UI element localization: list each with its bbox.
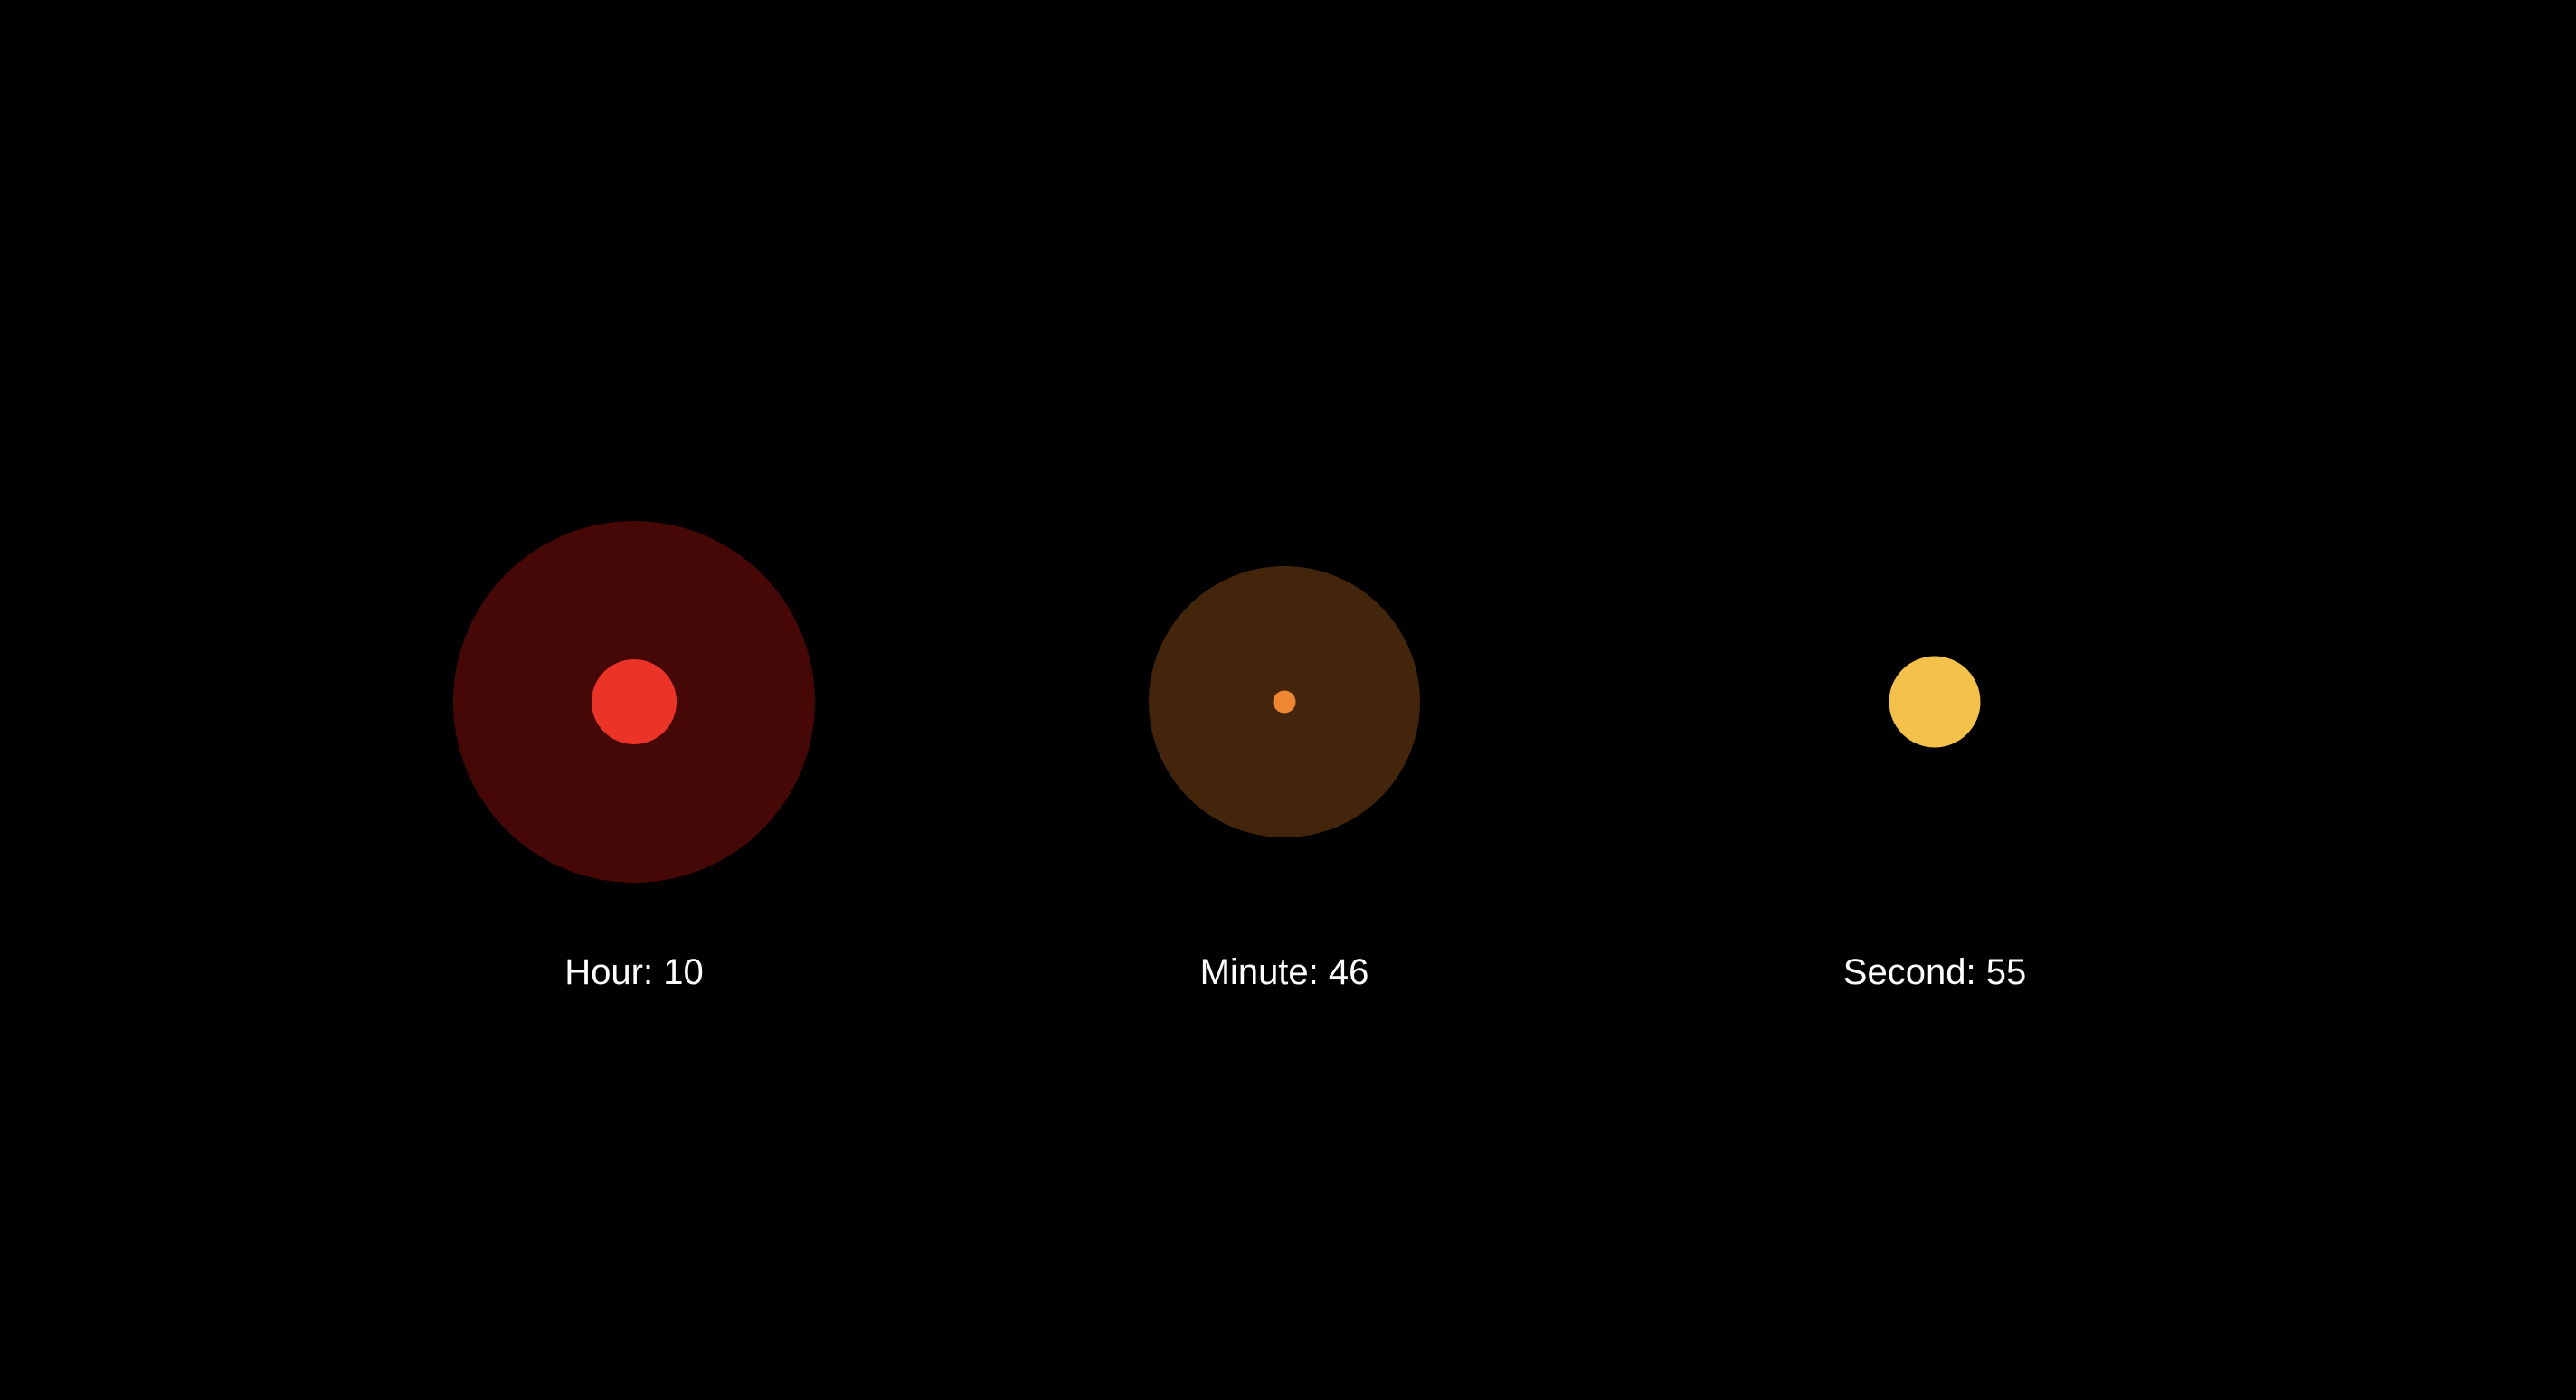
- second-core: [1889, 656, 1981, 748]
- second-label: Second: 55: [1842, 952, 2027, 992]
- hour-core: [592, 659, 677, 744]
- minute-label: Minute: 46: [1199, 952, 1369, 992]
- minute-core: [1273, 690, 1296, 714]
- hour-label: Hour: 10: [564, 952, 704, 992]
